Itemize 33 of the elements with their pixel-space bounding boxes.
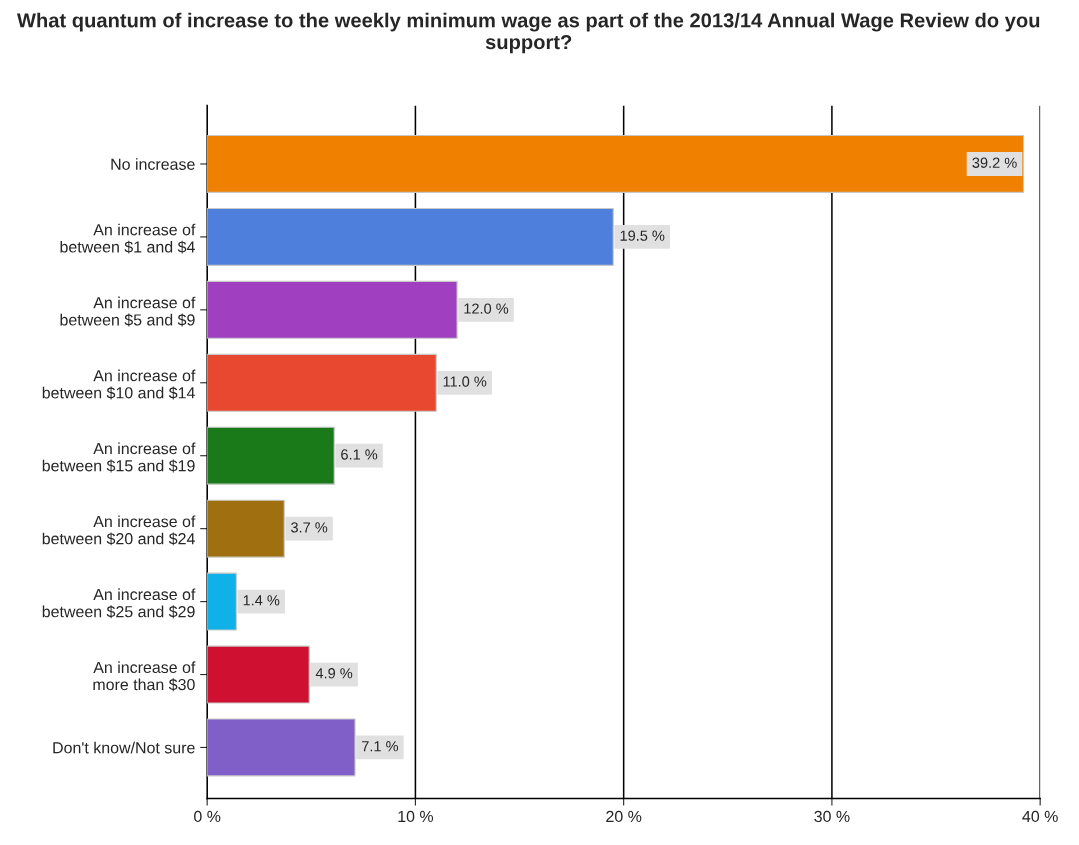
data-label: 4.9 % (315, 668, 353, 679)
bar (207, 426, 335, 485)
y-tick-label: An increase of between $5 and $9 (60, 296, 196, 327)
x-tick-label: 40 % (1022, 810, 1058, 823)
y-tick-label: An increase of between $1 and $4 (60, 223, 196, 254)
bar (207, 718, 356, 777)
y-tick-label: An increase of between $20 and $24 (42, 515, 196, 546)
data-label: 6.1 % (341, 449, 378, 460)
data-label: 7.1 % (362, 741, 399, 752)
bar (207, 353, 437, 412)
data-label: 3.7 % (291, 522, 328, 533)
x-tick-label: 30 % (814, 810, 850, 823)
data-label: 11.0 % (443, 376, 487, 387)
bar (207, 645, 310, 704)
bar (207, 499, 285, 558)
data-label: 1.4 % (243, 595, 280, 606)
y-tick-label: An increase of between $25 and $29 (42, 588, 196, 619)
y-tick-label: An increase of between $15 and $19 (42, 442, 196, 473)
data-label: 12.0 % (464, 303, 509, 314)
bar (207, 572, 237, 631)
bar (207, 134, 1025, 193)
x-tick-label: 20 % (606, 810, 642, 823)
chart-title: What quantum of increase to the weekly minimum wage as part of the 2013/14 Annual Wage Review do you support? (16, 12, 1040, 54)
bar (207, 207, 614, 266)
y-tick-label: An increase of more than $30 (93, 661, 196, 692)
bar (207, 280, 458, 339)
y-tick-label: An increase of between $10 and $14 (42, 369, 196, 400)
data-label: 19.5 % (620, 230, 665, 241)
y-tick-label: No increase (111, 158, 195, 170)
y-tick-label: Don't know/Not sure (53, 741, 195, 754)
x-tick-label: 0 % (194, 810, 221, 823)
x-tick-label: 10 % (398, 810, 434, 823)
data-label: 39.2 % (972, 157, 1017, 168)
